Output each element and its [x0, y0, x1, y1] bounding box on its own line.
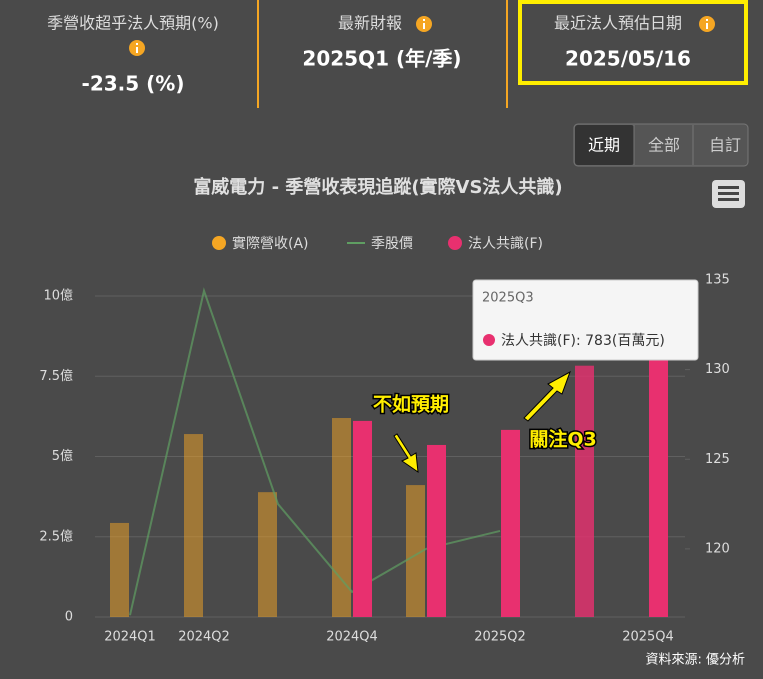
tooltip-title: 2025Q3: [482, 291, 534, 306]
x-tick-label: 2024Q2: [178, 630, 230, 645]
bar: [427, 444, 446, 617]
legend-label: 季股價: [371, 235, 413, 252]
x-tick-label: 2025Q4: [622, 630, 674, 645]
annotation-arrow: [523, 370, 571, 422]
legend-swatch: [212, 236, 226, 250]
bar: [353, 420, 372, 617]
legend-label: 法人共識(F): [468, 236, 543, 252]
bar: [258, 492, 277, 617]
y2-tick-label: 120: [705, 541, 730, 556]
y2-tick-label: 125: [705, 452, 730, 467]
tooltip: [472, 279, 699, 361]
stat-value: -23.5 (%): [82, 72, 185, 96]
y-tick-label: 2.5億: [39, 528, 73, 544]
button[interactable]: 自訂: [709, 136, 741, 155]
legend-swatch: [448, 236, 462, 250]
y2-tick-label: 135: [705, 273, 730, 288]
button-active[interactable]: [575, 125, 634, 165]
bar: [649, 289, 668, 617]
legend-label: 實際營收(A): [232, 235, 309, 252]
bar: [332, 418, 351, 617]
bar: [110, 522, 129, 617]
y-tick-label: 0: [65, 610, 73, 625]
stat-value: 2025/05/16: [565, 47, 691, 71]
info-icon[interactable]: [699, 16, 715, 32]
info-icon[interactable]: [416, 16, 432, 32]
bar: [575, 365, 594, 617]
button[interactable]: 近期: [588, 136, 620, 155]
button[interactable]: 全部: [648, 136, 680, 155]
chart-title: 富威電力 - 季營收表現追蹤(實際VS法人共識): [193, 176, 562, 198]
stat-value: 2025Q1 (年/季): [302, 47, 461, 71]
source: 資料來源: 優分析: [645, 653, 745, 668]
y2-tick-label: 130: [705, 362, 730, 377]
tooltip-swatch: [483, 334, 495, 346]
annotation: 關注Q3: [529, 428, 596, 451]
x-tick-label: 2024Q1: [104, 630, 156, 645]
y-tick-label: 7.5億: [39, 368, 73, 384]
highlight-box: [518, 0, 748, 85]
bar: [406, 485, 425, 617]
range-buttons: 近期 全部 自訂: [573, 123, 749, 167]
info-icon[interactable]: [129, 40, 145, 56]
bar: [501, 429, 520, 617]
x-tick-label: 2024Q4: [326, 630, 378, 645]
y-tick-label: 10億: [43, 288, 73, 304]
menu-button[interactable]: [712, 180, 745, 208]
plot: 0 2.5億 5億 7.5億 10億 120 125 130 135 2024Q1 2024Q2 20…: [39, 235, 730, 645]
annotation-arrow: [393, 433, 419, 474]
y-tick-label: 5億: [52, 448, 73, 464]
stat-label: 最新財報: [338, 14, 402, 33]
stat-label: 季營收超乎法人預期(%): [47, 14, 219, 33]
x-tick-label: 2025Q2: [474, 630, 526, 645]
annotation: 不如預期: [373, 393, 449, 416]
bar: [184, 434, 203, 617]
tooltip-label: 法人共識(F): 783(百萬元): [501, 333, 665, 349]
stat-label: 最近法人預估日期: [554, 14, 682, 33]
